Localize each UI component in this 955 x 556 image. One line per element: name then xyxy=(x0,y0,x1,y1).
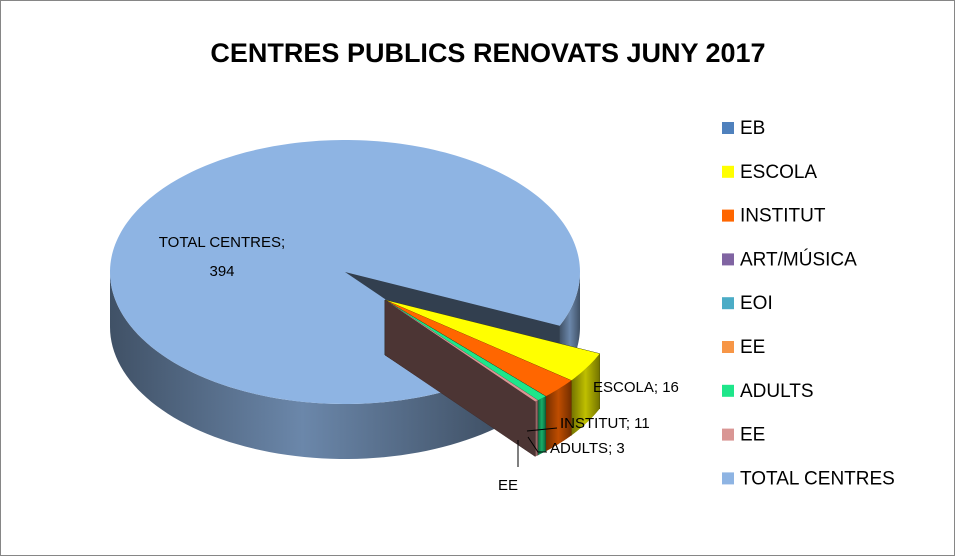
slice-top xyxy=(385,300,546,401)
leader-line xyxy=(526,427,558,432)
data-label: ESCOLA; 16 xyxy=(593,379,679,396)
data-label-line: TOTAL CENTRES; xyxy=(159,234,285,251)
legend-swatch xyxy=(722,122,734,134)
legend-label: ART/MÚSICA xyxy=(740,248,857,270)
slice-top xyxy=(110,140,580,404)
legend-swatch xyxy=(722,384,734,397)
slice-top xyxy=(385,300,538,402)
data-label-line: 394 xyxy=(209,263,234,280)
legend-label: EB xyxy=(740,118,765,139)
data-label: ADULTS; 3 xyxy=(550,440,625,457)
legend-swatch xyxy=(722,209,734,222)
slice-side xyxy=(535,400,538,457)
slice-wall xyxy=(384,299,536,457)
slice-side xyxy=(537,396,546,456)
chart-title: CENTRES PUBLICS RENOVATS JUNY 2017 xyxy=(210,38,765,68)
legend-swatch xyxy=(722,253,734,266)
legend-swatch xyxy=(722,165,734,178)
legend-label: ADULTS xyxy=(740,381,814,402)
slice-side xyxy=(110,272,496,459)
legend-label: TOTAL CENTRES xyxy=(740,468,895,489)
legend-label: INSTITUT xyxy=(740,206,826,227)
legend-swatch xyxy=(722,428,734,441)
data-label: EE xyxy=(498,477,518,494)
slice-top xyxy=(385,300,600,381)
legend-label: EE xyxy=(740,425,765,446)
leader-line xyxy=(527,436,547,453)
slice-top xyxy=(385,300,572,397)
legend-swatch xyxy=(722,472,734,485)
legend-swatch xyxy=(722,341,734,353)
slice-side xyxy=(545,380,572,452)
legend-label: EOI xyxy=(740,293,773,314)
legend-label: EE xyxy=(740,337,765,358)
data-label: TOTAL CENTRES; 394 xyxy=(159,234,285,280)
legend-label: ESCOLA xyxy=(740,162,817,183)
slice xyxy=(384,299,539,457)
data-label: INSTITUT; 11 xyxy=(560,415,650,432)
slice-side xyxy=(571,353,600,436)
legend-swatch xyxy=(722,297,734,310)
